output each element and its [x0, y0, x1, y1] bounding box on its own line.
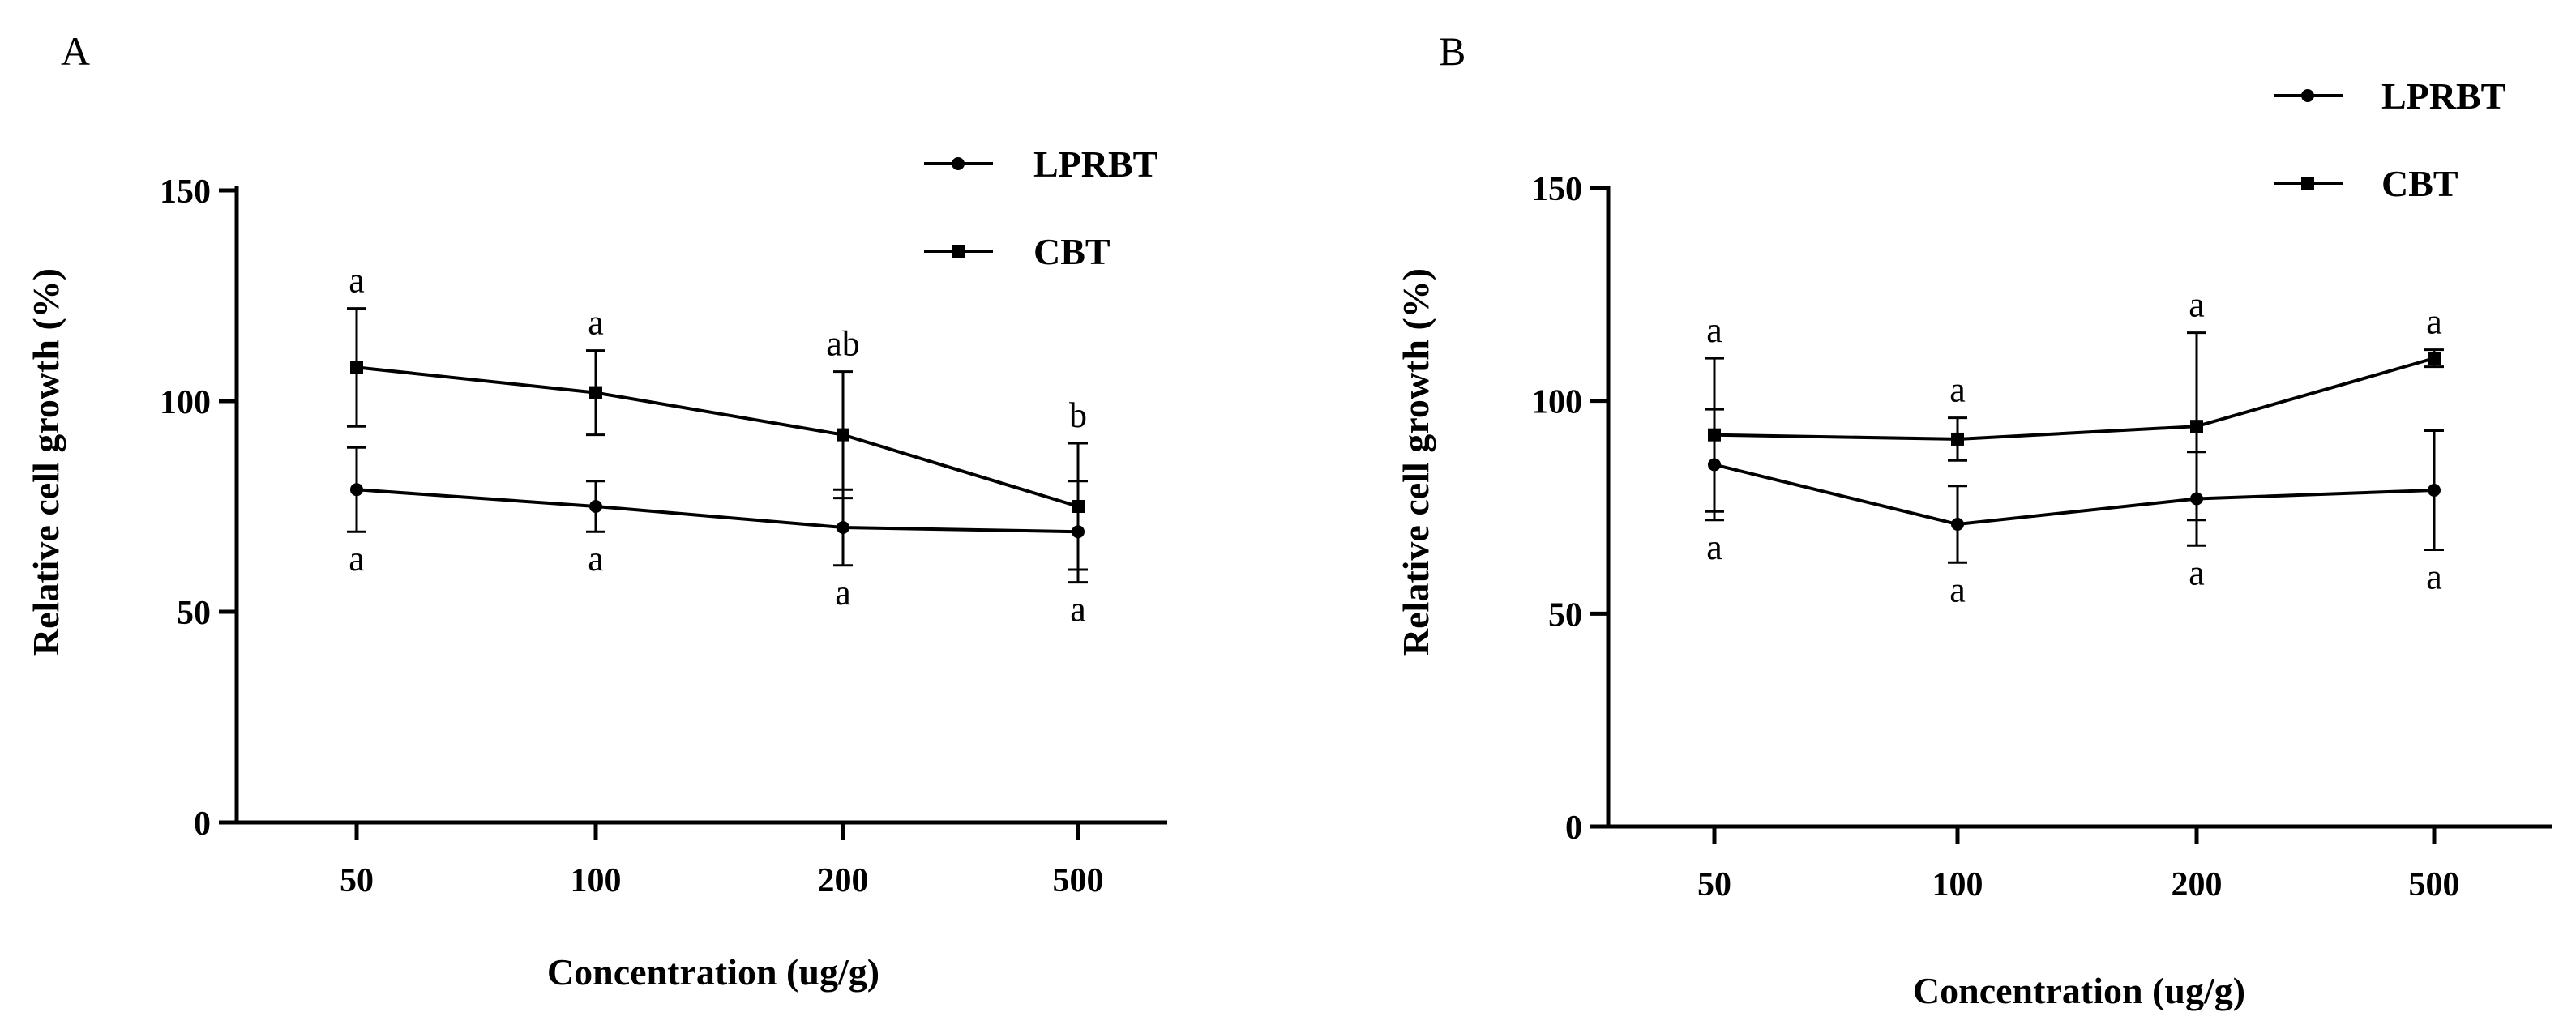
series-line [1714, 463, 2435, 527]
significance-label: a [1706, 527, 1722, 567]
panel-b-x-axis-title: Concentration (ug/g) [1913, 970, 2245, 1011]
y-tick-label: 50 [177, 595, 211, 632]
panel-a-legend-item-cbt: CBT [924, 231, 1110, 272]
significance-label: a [835, 573, 851, 613]
data-point-square [2190, 420, 2203, 433]
y-tick-label: 150 [160, 173, 211, 211]
data-point-square [350, 361, 363, 374]
x-tick-label: 50 [340, 862, 374, 899]
y-tick-label: 0 [1565, 809, 1582, 847]
significance-label: ab [826, 324, 860, 364]
panel-a: A Relative cell growth (%) Concentration… [25, 28, 1167, 993]
panel-b-y-axis-title: Relative cell growth (%) [1395, 268, 1436, 656]
series-cbt: a a ab b [347, 261, 1088, 571]
panel-a-y-ticks: 0 50 100 150 [160, 173, 237, 843]
panel-b-x-ticks: 50 100 200 500 [1697, 826, 2460, 903]
legend-circle-marker [952, 157, 965, 170]
significance-label: a [588, 303, 604, 343]
x-tick-label: 200 [2172, 866, 2223, 903]
panel-b-legend: LPRBT CBT [2274, 75, 2505, 204]
x-tick-label: 500 [2409, 866, 2460, 903]
x-tick-label: 100 [571, 862, 622, 899]
panel-b-legend-label-cbt: CBT [2381, 163, 2458, 204]
y-tick-label: 50 [1548, 596, 1582, 634]
y-tick-label: 150 [1531, 171, 1582, 208]
significance-label: a [588, 539, 604, 579]
significance-label: a [349, 261, 365, 301]
x-tick-label: 50 [1697, 866, 1731, 903]
y-tick-label: 100 [1531, 384, 1582, 421]
significance-label: a [1949, 570, 1966, 609]
panel-a-label: A [61, 28, 90, 74]
data-point-circle [1951, 518, 1964, 532]
legend-square-marker [952, 245, 965, 258]
panel-b-legend-item-lprbt: LPRBT [2274, 75, 2505, 117]
series-line [356, 365, 1079, 508]
panel-a-plot: a a a a a a ab b [347, 261, 1088, 630]
data-point-square [1708, 428, 1721, 442]
data-point-circle [589, 500, 602, 513]
panel-a-x-ticks: 50 100 200 500 [340, 822, 1104, 899]
data-point-square [1951, 432, 1964, 446]
x-tick-label: 100 [1932, 866, 1983, 903]
significance-label: a [2426, 557, 2442, 597]
panel-b: B Relative cell growth (%) Concentration… [1395, 28, 2552, 1011]
y-tick-label: 0 [194, 805, 211, 843]
data-point-square [1072, 500, 1085, 513]
significance-label: a [1949, 370, 1966, 410]
panel-b-plot: a a a a a a a a [1705, 285, 2444, 609]
panel-a-legend-item-lprbt: LPRBT [924, 143, 1157, 185]
panel-a-x-axis-title: Concentration (ug/g) [547, 951, 879, 993]
series-lprbt: a a a a [1705, 408, 2444, 609]
series-cbt: a a a a [1705, 285, 2444, 522]
panel-a-y-axis-title: Relative cell growth (%) [25, 268, 66, 656]
series-line [1714, 357, 2435, 441]
data-point-circle [2428, 483, 2441, 497]
panel-a-legend-label-cbt: CBT [1033, 231, 1110, 272]
significance-label: a [2189, 285, 2205, 325]
x-tick-label: 200 [818, 862, 869, 899]
panel-a-legend: LPRBT CBT [924, 143, 1157, 272]
x-tick-label: 500 [1053, 862, 1104, 899]
significance-label: a [2426, 302, 2442, 342]
data-point-circle [350, 483, 363, 497]
panel-b-label: B [1439, 28, 1466, 74]
significance-label: a [349, 539, 365, 579]
significance-label: b [1069, 395, 1087, 435]
y-tick-label: 100 [160, 384, 211, 421]
data-point-circle [837, 521, 849, 534]
significance-label: a [2189, 553, 2205, 592]
significance-label: a [1706, 310, 1722, 350]
legend-square-marker [2301, 177, 2314, 190]
panel-b-legend-label-lprbt: LPRBT [2381, 75, 2505, 117]
panel-b-y-ticks: 0 50 100 150 [1531, 171, 1608, 847]
significance-label: a [1070, 590, 1086, 630]
legend-circle-marker [2301, 89, 2314, 102]
data-point-square [2428, 352, 2441, 365]
panel-a-legend-label-lprbt: LPRBT [1033, 143, 1157, 185]
data-point-square [589, 386, 602, 399]
panel-b-legend-item-cbt: CBT [2274, 163, 2458, 204]
data-point-square [837, 428, 849, 442]
series-line [356, 488, 1079, 534]
